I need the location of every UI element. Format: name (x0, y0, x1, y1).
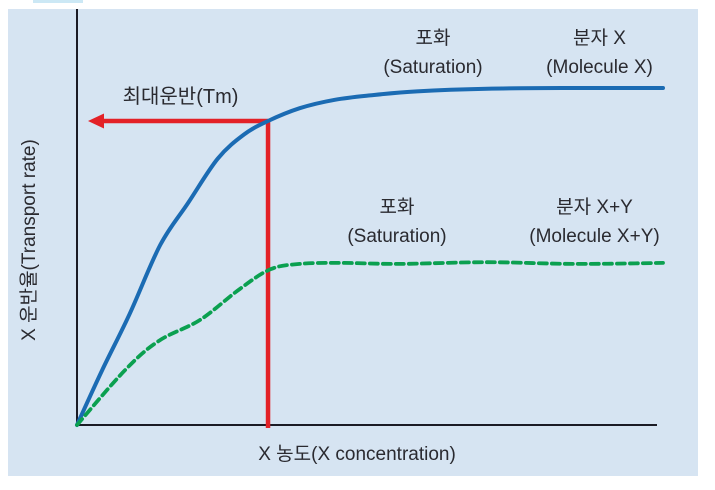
molecule-xy-english: (Molecule X+Y) (529, 226, 660, 247)
molecule-xy-curve (75, 260, 665, 427)
x-axis-label: X 농도(X concentration) (258, 444, 456, 465)
molecule-xy-saturation-label: 포화 (Saturation) (327, 193, 467, 251)
molecule-xy-name-label: 분자 X+Y (Molecule X+Y) (502, 193, 687, 251)
molecule-xy-korean: 분자 X+Y (556, 197, 633, 218)
tm-marker (88, 113, 271, 428)
molecule-x-curve (75, 85, 665, 427)
y-axis-label: X 운반율(Transport rate) (19, 139, 40, 341)
tm-arrowhead-icon (88, 113, 104, 129)
molecule-x-korean: 분자 X (573, 28, 626, 49)
saturation-korean: 포화 (415, 28, 451, 49)
saturation-english: (Saturation) (383, 57, 483, 78)
tm-label: 최대운반(Tm) (122, 86, 239, 108)
molecule-x-name-label: 분자 X (Molecule X) (517, 24, 682, 82)
molecule-x-english: (Molecule X) (546, 57, 653, 78)
crop-artifact (33, 0, 83, 3)
molecule-x-saturation-label: 포화 (Saturation) (363, 24, 503, 82)
saturation-english: (Saturation) (347, 226, 447, 247)
saturation-korean: 포화 (379, 197, 415, 218)
